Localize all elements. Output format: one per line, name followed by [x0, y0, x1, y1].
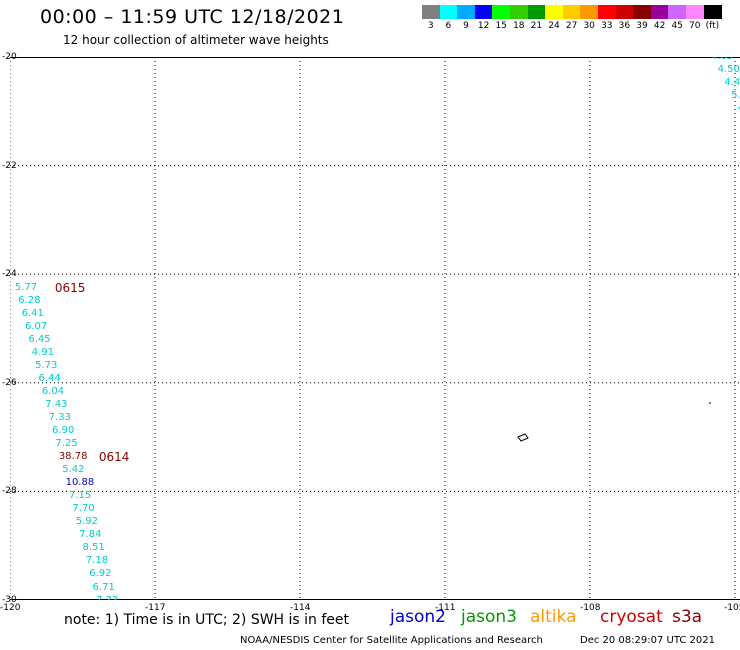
wave-height-label: 4.40 [724, 77, 740, 89]
satellite-legend-item: altika [530, 607, 577, 627]
wave-height-label: 6.45 [28, 333, 51, 345]
color-label: 21 [530, 21, 543, 31]
pass-time-label: 0614 [98, 450, 130, 465]
color-swatch [562, 5, 581, 19]
color-label: 30 [583, 21, 595, 31]
pass-time-label: 0615 [54, 280, 86, 295]
wave-height-label: 5.77 [14, 281, 38, 293]
color-swatch [580, 5, 599, 19]
wave-height-label: 7.15 [68, 490, 92, 502]
wave-height-label: 7.25 [55, 438, 78, 450]
wave-height-label: 6.41 [21, 307, 44, 319]
landmass-layer [517, 402, 711, 442]
lat-label: -30 [2, 595, 17, 605]
color-label: (ft) [705, 21, 720, 31]
wave-height-label: 10.88 [65, 477, 95, 489]
color-swatch [474, 5, 493, 19]
color-label: 39 [636, 21, 648, 31]
color-label: 12 [477, 21, 490, 31]
color-swatch [650, 5, 669, 19]
map-plot-area: 4.654.504.405.114.204.064.684.394.944.01… [10, 57, 740, 600]
satellite-legend-item: cryosat [600, 607, 663, 627]
satellite-legend-item: jason3 [461, 607, 517, 627]
color-label: 15 [495, 21, 507, 31]
wave-height-label: 4.91 [31, 346, 55, 358]
wave-height-label: 8.51 [82, 542, 105, 554]
color-label: 9 [463, 21, 469, 31]
color-label: 36 [618, 21, 631, 31]
color-swatch [668, 5, 687, 19]
wave-height-label: 6.28 [18, 294, 41, 306]
wave-height-label: 7.18 [85, 555, 109, 567]
map-subtitle: 12 hour collection of altimeter wave hei… [63, 33, 329, 47]
satellite-legend-item: jason2 [390, 607, 446, 627]
wave-height-label: 6.44 [38, 372, 61, 384]
color-swatch [686, 5, 705, 19]
wave-height-label: 4.65 [711, 57, 733, 62]
wave-height-label: 5.42 [62, 464, 85, 476]
color-label: 45 [671, 21, 683, 31]
wave-height-label: 7.43 [45, 399, 68, 411]
color-label: 42 [653, 21, 666, 31]
color-label: 24 [548, 21, 560, 31]
lon-label: -117 [145, 603, 166, 613]
wave-height-label: 4.20 [738, 104, 740, 114]
color-label: 33 [601, 21, 613, 31]
wave-height-label: 7.33 [96, 595, 118, 600]
wave-height-label: 7.70 [72, 503, 95, 515]
wave-height-label: 38.78 [58, 451, 88, 463]
map-grid [10, 57, 740, 600]
color-swatch [615, 5, 634, 19]
wave-height-label: 5.11 [731, 90, 740, 102]
satellite-legend-item: s3a [672, 607, 703, 627]
color-label: 70 [689, 21, 701, 31]
color-swatch [457, 5, 476, 19]
lon-label: -111 [435, 603, 456, 613]
color-swatch [633, 5, 652, 19]
lat-label: -22 [2, 160, 17, 171]
lat-label: -28 [2, 486, 17, 497]
wave-height-label: 5.92 [75, 516, 98, 528]
lat-label: -24 [2, 269, 17, 280]
wave-height-label: 6.07 [24, 320, 48, 332]
color-swatch [439, 5, 458, 19]
color-label: 27 [565, 21, 578, 31]
color-label: 3 [427, 21, 434, 31]
color-swatch [527, 5, 546, 19]
wave-height-label: 6.71 [92, 581, 115, 593]
lon-label: -105 [724, 603, 740, 613]
wave-height-label: 7.84 [79, 529, 102, 541]
lon-label: -120 [0, 603, 21, 613]
color-swatch [510, 5, 529, 19]
lon-label: -108 [580, 603, 601, 613]
wave-height-label: 5.73 [35, 359, 58, 371]
color-swatch [703, 5, 722, 19]
lat-label: -26 [2, 377, 17, 388]
wave-height-label: 6.92 [89, 568, 112, 580]
small-island-outline [517, 433, 529, 442]
color-swatch [492, 5, 511, 19]
lon-label: -114 [290, 603, 311, 613]
credit-text: NOAA/NESDIS Center for Satellite Applica… [240, 635, 543, 646]
generated-timestamp: Dec 20 08:29:07 UTC 2021 [580, 635, 715, 646]
color-swatch [545, 5, 564, 19]
wave-height-label: 6.90 [52, 425, 75, 437]
color-label: 6 [445, 21, 452, 31]
note-text: note: 1) Time is in UTC; 2) SWH is in fe… [64, 612, 350, 628]
color-swatch [422, 5, 441, 19]
map-title: 00:00 – 11:59 UTC 12/18/2021 [40, 6, 345, 28]
wave-height-label: 6.04 [41, 386, 65, 398]
wave-height-label: 4.50 [717, 64, 740, 76]
color-swatch [598, 5, 617, 19]
wave-height-label: 7.33 [48, 412, 71, 424]
lat-label: -20 [2, 52, 17, 62]
color-label: 18 [513, 21, 525, 31]
